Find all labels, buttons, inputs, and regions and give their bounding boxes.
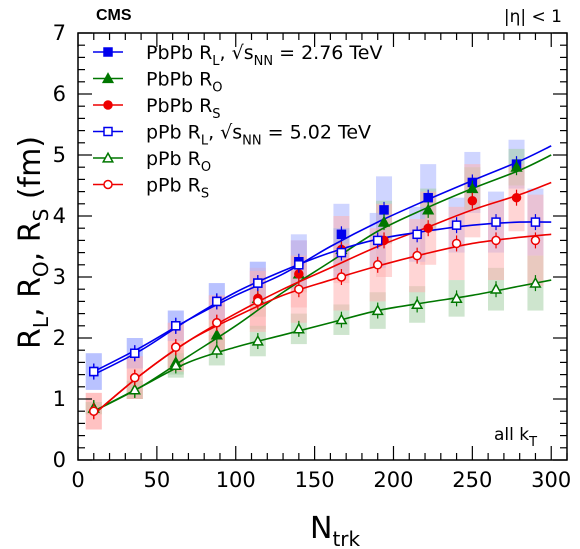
point-s5-p7 bbox=[372, 260, 383, 270]
point-s5-p8 bbox=[412, 250, 422, 261]
point-s5-p3 bbox=[212, 318, 222, 328]
y-axis-title: RL, RO, RS (fm) bbox=[13, 136, 53, 349]
x-tick-label-150: 150 bbox=[295, 468, 335, 492]
point-s5-p6 bbox=[336, 272, 347, 282]
point-s3-p5 bbox=[294, 260, 304, 270]
point-s4-p7 bbox=[371, 304, 384, 316]
point-s1-p9 bbox=[466, 182, 479, 194]
point-s3-p3 bbox=[212, 296, 222, 307]
point-s5-p5 bbox=[294, 284, 304, 294]
legend-entry-3: pPb RL, √sNN = 5.02 TeV bbox=[146, 122, 371, 149]
legend-marker-5 bbox=[103, 179, 113, 190]
point-s3-p7 bbox=[372, 235, 383, 246]
x-tick-label-50: 50 bbox=[144, 468, 171, 492]
y-axis-title-sub-2: S bbox=[29, 209, 53, 222]
legend-entry-1: PbPb RO bbox=[146, 69, 223, 96]
kt-annotation-sub: T bbox=[528, 435, 537, 450]
point-s4-p4 bbox=[251, 334, 264, 346]
point-s5-p4 bbox=[253, 296, 263, 307]
tick-labels: 0 50 100 150 200 250 300 0 1 2 3 4 5 6 7 bbox=[53, 21, 572, 492]
point-s1-p7 bbox=[377, 215, 391, 227]
x-tick-label-300: 300 bbox=[531, 468, 571, 492]
point-s2-p8 bbox=[423, 223, 433, 233]
point-s3-p1 bbox=[130, 348, 140, 358]
y-tick-label-0: 0 bbox=[53, 448, 66, 472]
point-s4-p2 bbox=[169, 359, 182, 371]
point-s4-p5 bbox=[292, 322, 305, 334]
plot-frame bbox=[77, 32, 568, 461]
point-s1-p3 bbox=[210, 328, 223, 340]
y-axis-title-sub-1: O bbox=[29, 261, 53, 277]
point-s3-p4 bbox=[253, 278, 263, 288]
point-s4-p8 bbox=[411, 298, 424, 310]
x-axis-title-sub: trk bbox=[332, 527, 360, 549]
x-tick-label-100: 100 bbox=[216, 468, 256, 492]
legend-entry-0: PbPb RL, √sNN = 2.76 TeV bbox=[146, 42, 383, 69]
point-s5-p10 bbox=[491, 235, 501, 246]
point-s2-p10 bbox=[511, 192, 522, 203]
point-s4-p11 bbox=[529, 276, 542, 288]
point-s3-p2 bbox=[171, 321, 181, 331]
legend-entry-2: PbPb RS bbox=[146, 95, 221, 122]
experiment-label: CMS bbox=[96, 7, 132, 24]
point-s4-p9 bbox=[450, 292, 463, 303]
point-s4-p1 bbox=[128, 383, 141, 395]
point-s1-p8 bbox=[422, 203, 435, 215]
y-axis-title-part-3: (fm) bbox=[13, 136, 48, 209]
y-axis-title-sub-0: L bbox=[29, 316, 53, 328]
y-tick-label-1: 1 bbox=[53, 387, 66, 411]
point-s3-p0 bbox=[89, 366, 99, 377]
y-axis-title-part-1: , R bbox=[13, 277, 48, 317]
eta-cut-label: |η| < 1 bbox=[504, 7, 562, 27]
point-s5-p11 bbox=[530, 235, 541, 246]
y-tick-label-2: 2 bbox=[53, 326, 66, 350]
data-markers bbox=[87, 156, 542, 420]
legend-marker-4 bbox=[101, 151, 115, 163]
point-s5-p2 bbox=[171, 342, 181, 352]
y-tick-label-6: 6 bbox=[53, 82, 66, 106]
y-axis-title-part-0: R bbox=[13, 328, 48, 349]
point-s4-p10 bbox=[489, 282, 503, 294]
point-s0-p8 bbox=[423, 192, 433, 203]
legend-marker-1 bbox=[101, 72, 115, 84]
point-s5-p1 bbox=[130, 372, 140, 383]
point-s5-p9 bbox=[451, 238, 462, 249]
point-s4-p3 bbox=[210, 343, 223, 355]
point-s0-p6 bbox=[336, 229, 347, 240]
point-s3-p11 bbox=[530, 217, 541, 227]
point-s3-p10 bbox=[491, 217, 501, 227]
legend-entry-4: pPb RO bbox=[146, 148, 211, 175]
kt-annotation-main: all k bbox=[494, 425, 529, 445]
point-s3-p9 bbox=[451, 220, 462, 230]
y-axis-title-part-2: , R bbox=[13, 221, 48, 261]
kt-annotation: all kT bbox=[494, 425, 537, 450]
x-tick-label-200: 200 bbox=[373, 468, 413, 492]
legend-entry-5: pPb RS bbox=[146, 175, 209, 202]
point-s0-p7 bbox=[379, 205, 389, 215]
point-s5-p0 bbox=[89, 406, 99, 416]
point-s3-p6 bbox=[336, 247, 347, 258]
y-tick-label-4: 4 bbox=[53, 204, 66, 228]
y-tick-label-5: 5 bbox=[53, 143, 66, 167]
x-axis-title-main: N bbox=[310, 511, 332, 546]
y-tick-label-3: 3 bbox=[53, 265, 66, 289]
point-s4-p6 bbox=[335, 313, 348, 325]
point-s1-p10 bbox=[510, 160, 523, 172]
x-tick-label-250: 250 bbox=[452, 468, 492, 492]
x-tick-label-0: 0 bbox=[71, 468, 84, 492]
legend-marker-3 bbox=[103, 126, 113, 137]
axis-ticks bbox=[77, 32, 568, 461]
point-s2-p9 bbox=[467, 196, 478, 206]
legend-marker-0 bbox=[103, 47, 113, 57]
legend-marker-2 bbox=[103, 100, 113, 110]
x-axis-title: Ntrk bbox=[310, 511, 361, 549]
point-s3-p8 bbox=[412, 229, 422, 240]
y-tick-label-7: 7 bbox=[53, 21, 66, 45]
